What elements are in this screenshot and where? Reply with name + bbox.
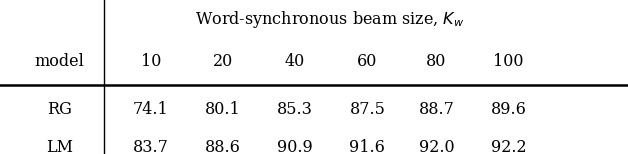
Text: 92.0: 92.0: [419, 139, 454, 154]
Text: LM: LM: [46, 139, 73, 154]
Text: 88.6: 88.6: [205, 139, 241, 154]
Text: 80.1: 80.1: [205, 101, 241, 118]
Text: model: model: [35, 53, 85, 70]
Text: 40: 40: [285, 53, 305, 70]
Text: RG: RG: [47, 101, 72, 118]
Text: 87.5: 87.5: [349, 101, 386, 118]
Text: 80: 80: [426, 53, 447, 70]
Text: 60: 60: [357, 53, 377, 70]
Text: Word-synchronous beam size, $K_w$: Word-synchronous beam size, $K_w$: [195, 9, 465, 30]
Text: 100: 100: [494, 53, 524, 70]
Text: 90.9: 90.9: [278, 139, 313, 154]
Text: 83.7: 83.7: [133, 139, 169, 154]
Text: 92.2: 92.2: [491, 139, 526, 154]
Text: 20: 20: [213, 53, 233, 70]
Text: 88.7: 88.7: [418, 101, 455, 118]
Text: 85.3: 85.3: [277, 101, 313, 118]
Text: 91.6: 91.6: [349, 139, 386, 154]
Text: 10: 10: [141, 53, 161, 70]
Text: 89.6: 89.6: [490, 101, 527, 118]
Text: 74.1: 74.1: [133, 101, 168, 118]
